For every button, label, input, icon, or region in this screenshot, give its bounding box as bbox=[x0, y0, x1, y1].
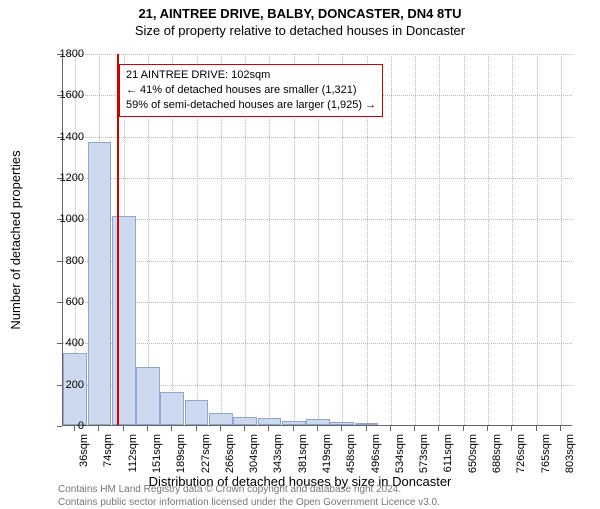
annotation-line: ← 41% of detached houses are smaller (1,… bbox=[126, 83, 376, 98]
y-tick-mark bbox=[57, 178, 62, 179]
gridline-v bbox=[512, 54, 513, 425]
x-tick-mark bbox=[171, 426, 172, 431]
x-tick-mark bbox=[463, 426, 464, 431]
page-subtitle: Size of property relative to detached ho… bbox=[0, 23, 600, 38]
histogram-bar bbox=[112, 216, 136, 425]
footer-line-1: Contains HM Land Registry data © Crown c… bbox=[58, 484, 440, 497]
x-tick-label: 803sqm bbox=[564, 434, 576, 473]
plot-area: 21 AINTREE DRIVE: 102sqm← 41% of detache… bbox=[62, 54, 572, 426]
x-tick-label: 496sqm bbox=[370, 434, 382, 473]
x-tick-mark bbox=[487, 426, 488, 431]
y-tick-label: 1600 bbox=[60, 89, 84, 101]
x-tick-mark bbox=[268, 426, 269, 431]
x-tick-mark bbox=[390, 426, 391, 431]
x-tick-mark bbox=[511, 426, 512, 431]
y-tick-mark bbox=[57, 261, 62, 262]
x-tick-mark bbox=[98, 426, 99, 431]
x-tick-mark bbox=[74, 426, 75, 431]
histogram-bar bbox=[185, 400, 209, 425]
x-tick-mark bbox=[317, 426, 318, 431]
y-tick-label: 600 bbox=[66, 296, 84, 308]
histogram-bar bbox=[330, 422, 354, 425]
histogram-bar bbox=[282, 421, 306, 425]
gridline-v bbox=[391, 54, 392, 425]
x-tick-mark bbox=[366, 426, 367, 431]
histogram-bar bbox=[88, 142, 112, 425]
x-tick-label: 74sqm bbox=[102, 434, 114, 467]
y-tick-mark bbox=[57, 343, 62, 344]
y-tick-label: 1000 bbox=[60, 213, 84, 225]
annotation-line: 21 AINTREE DRIVE: 102sqm bbox=[126, 68, 376, 83]
x-tick-label: 36sqm bbox=[78, 434, 90, 467]
footer-attribution: Contains HM Land Registry data © Crown c… bbox=[58, 484, 440, 509]
y-tick-mark bbox=[57, 302, 62, 303]
x-tick-mark bbox=[536, 426, 537, 431]
x-tick-label: 650sqm bbox=[467, 434, 479, 473]
x-tick-label: 151sqm bbox=[151, 434, 163, 473]
x-tick-mark bbox=[293, 426, 294, 431]
footer-line-2: Contains public sector information licen… bbox=[58, 497, 440, 509]
x-tick-label: 611sqm bbox=[442, 434, 454, 472]
y-tick-mark bbox=[57, 54, 62, 55]
x-tick-label: 688sqm bbox=[491, 434, 503, 473]
x-tick-label: 227sqm bbox=[200, 434, 212, 473]
x-tick-label: 573sqm bbox=[418, 434, 430, 473]
x-tick-mark bbox=[147, 426, 148, 431]
histogram-bar bbox=[306, 419, 330, 425]
x-tick-label: 343sqm bbox=[272, 434, 284, 473]
y-tick-label: 200 bbox=[66, 379, 84, 391]
histogram-bar bbox=[136, 367, 160, 425]
y-tick-label: 400 bbox=[66, 337, 84, 349]
histogram-bar bbox=[258, 418, 282, 425]
chart-area: 21 AINTREE DRIVE: 102sqm← 41% of detache… bbox=[62, 54, 572, 426]
y-axis-label: Number of detached properties bbox=[8, 150, 23, 329]
x-tick-label: 726sqm bbox=[515, 434, 527, 473]
x-tick-label: 304sqm bbox=[248, 434, 260, 473]
x-tick-mark bbox=[220, 426, 221, 431]
gridline-v bbox=[464, 54, 465, 425]
annotation-box: 21 AINTREE DRIVE: 102sqm← 41% of detache… bbox=[119, 64, 383, 117]
y-tick-label: 0 bbox=[78, 420, 84, 432]
x-tick-label: 765sqm bbox=[540, 434, 552, 473]
histogram-bar bbox=[160, 392, 184, 425]
histogram-bar bbox=[209, 413, 233, 425]
x-tick-mark bbox=[414, 426, 415, 431]
x-tick-label: 534sqm bbox=[394, 434, 406, 473]
gridline-v bbox=[537, 54, 538, 425]
y-tick-label: 1800 bbox=[60, 48, 84, 60]
y-tick-label: 1400 bbox=[60, 131, 84, 143]
x-tick-mark bbox=[560, 426, 561, 431]
y-tick-mark bbox=[57, 426, 62, 427]
y-tick-label: 1200 bbox=[60, 172, 84, 184]
x-tick-label: 112sqm bbox=[127, 434, 139, 472]
x-tick-label: 266sqm bbox=[224, 434, 236, 473]
x-tick-label: 419sqm bbox=[321, 434, 333, 473]
x-tick-mark bbox=[341, 426, 342, 431]
annotation-line: 59% of semi-detached houses are larger (… bbox=[126, 98, 376, 113]
gridline-v bbox=[561, 54, 562, 425]
gridline-v bbox=[488, 54, 489, 425]
y-tick-mark bbox=[57, 219, 62, 220]
y-tick-mark bbox=[57, 95, 62, 96]
x-tick-label: 189sqm bbox=[175, 434, 187, 473]
y-tick-mark bbox=[57, 137, 62, 138]
x-tick-mark bbox=[123, 426, 124, 431]
gridline-v bbox=[415, 54, 416, 425]
x-tick-mark bbox=[196, 426, 197, 431]
y-tick-label: 800 bbox=[66, 255, 84, 267]
y-tick-mark bbox=[57, 385, 62, 386]
gridline-v bbox=[439, 54, 440, 425]
page-title: 21, AINTREE DRIVE, BALBY, DONCASTER, DN4… bbox=[0, 6, 600, 21]
histogram-bar bbox=[355, 423, 379, 425]
x-tick-label: 458sqm bbox=[345, 434, 357, 473]
histogram-bar bbox=[233, 417, 257, 425]
x-tick-label: 381sqm bbox=[297, 434, 309, 473]
x-tick-mark bbox=[244, 426, 245, 431]
x-tick-mark bbox=[438, 426, 439, 431]
